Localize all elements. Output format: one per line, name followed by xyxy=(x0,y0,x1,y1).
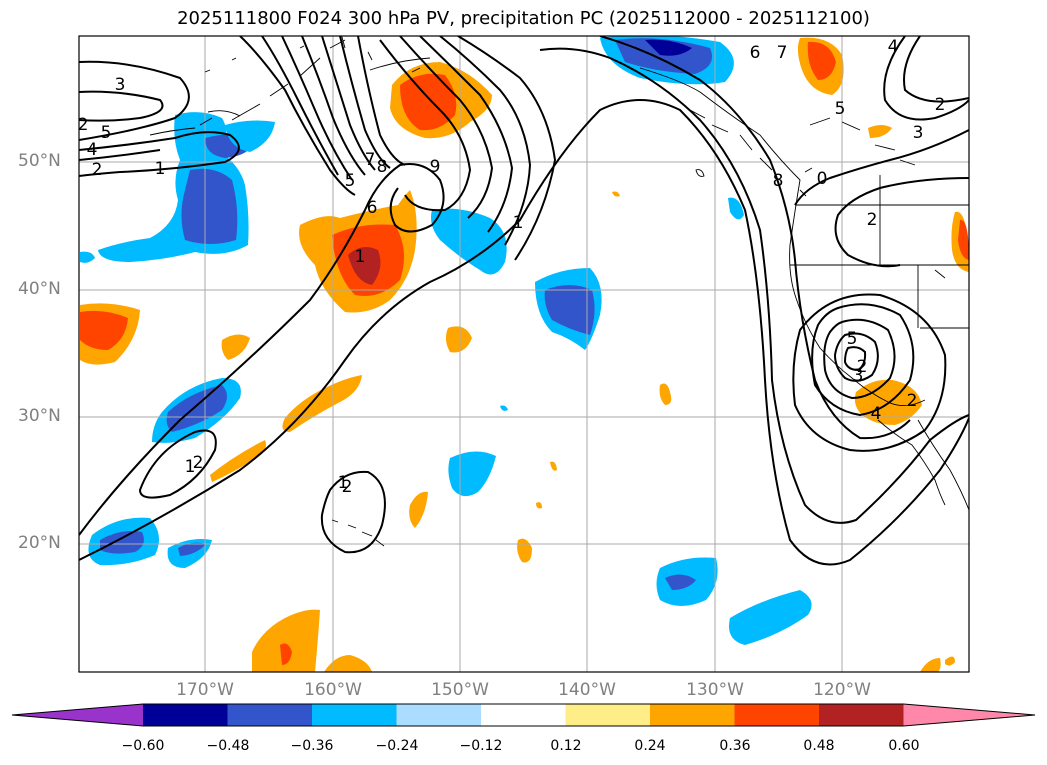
colorbar-tick-label: −0.24 xyxy=(375,738,419,754)
colorbar-extend-left xyxy=(12,704,143,726)
contour-label: 6 xyxy=(750,43,761,63)
contour-label: 1 xyxy=(185,457,196,477)
colorbar-swatch xyxy=(143,704,228,726)
contour-label: 3 xyxy=(115,75,126,95)
contour-label: 2 xyxy=(193,453,204,473)
contour-label: 5 xyxy=(345,171,356,191)
contour-label: 0 xyxy=(817,169,828,189)
contour-label: 6 xyxy=(367,198,378,218)
colorbar-swatch xyxy=(396,704,482,726)
contour-label: 3 xyxy=(913,123,924,143)
contour-label: 3 xyxy=(853,366,864,386)
latitude-label: 50°N xyxy=(18,151,61,171)
contour-label: 5 xyxy=(847,329,858,349)
colorbar-tick-label: −0.60 xyxy=(121,738,165,754)
colorbar-swatch xyxy=(565,704,651,726)
colorbar-swatch xyxy=(312,704,397,726)
colorbar-tick-label: −0.12 xyxy=(459,738,503,754)
colorbar-tick-label: 0.12 xyxy=(550,738,582,754)
colorbar-swatch xyxy=(227,704,313,726)
colorbar-tick-label: 0.36 xyxy=(719,738,751,754)
contour-label: 2 xyxy=(78,115,89,135)
contour-label: 7 xyxy=(777,43,788,63)
colorbar-swatch xyxy=(650,704,735,726)
contour-label: 9 xyxy=(430,157,441,177)
latitude-label: 30°N xyxy=(18,406,61,426)
longitude-label: 170°W xyxy=(176,680,234,700)
contour-label: 4 xyxy=(871,404,882,424)
colorbar-tick-label: 0.24 xyxy=(634,738,666,754)
contour-label: 1 xyxy=(513,213,524,233)
contour-label: 8 xyxy=(377,157,388,177)
contour-label: 1 xyxy=(338,473,349,493)
colorbar xyxy=(11,703,1036,727)
contour-label: 2 xyxy=(935,95,946,115)
contour-label: 2 xyxy=(342,477,353,497)
contour-label: 2 xyxy=(907,391,918,411)
contour-label: 8 xyxy=(773,171,784,191)
longitude-label: 150°W xyxy=(431,680,489,700)
contour-label: 2 xyxy=(857,357,868,377)
contour-label: 5 xyxy=(101,123,112,143)
latitude-label: 20°N xyxy=(18,533,61,553)
longitude-label: 140°W xyxy=(558,680,616,700)
colorbar-tick-label: −0.36 xyxy=(290,738,334,754)
longitude-label: 120°W xyxy=(813,680,871,700)
latitude-label: 40°N xyxy=(18,279,61,299)
pv-contours xyxy=(79,36,969,566)
coastlines xyxy=(149,36,969,547)
colorbar-tick-label: −0.48 xyxy=(206,738,250,754)
colorbar-swatch xyxy=(481,704,566,726)
contour-label: 1 xyxy=(155,159,166,179)
colorbar-extend-right xyxy=(903,704,1035,726)
longitude-label: 160°W xyxy=(304,680,362,700)
contour-label: 2 xyxy=(867,210,878,230)
colorbar-tick-label: 0.60 xyxy=(888,738,920,754)
contour-label: 4 xyxy=(87,140,98,160)
page-title: 2025111800 F024 300 hPa PV, precipitatio… xyxy=(177,8,870,29)
colorbar-swatch xyxy=(734,704,820,726)
colorbar-tick-label: 0.48 xyxy=(803,738,835,754)
map-frame xyxy=(78,35,970,673)
contour-label: 4 xyxy=(888,37,899,57)
contour-label: 1 xyxy=(355,247,366,267)
colorbar-swatch xyxy=(819,704,904,726)
graticule xyxy=(79,36,969,672)
contour-label: 2 xyxy=(92,160,103,180)
contour-label: 5 xyxy=(835,99,846,119)
longitude-label: 130°W xyxy=(686,680,744,700)
contour-label: 7 xyxy=(365,150,376,170)
colorbar-outline xyxy=(11,703,1036,727)
